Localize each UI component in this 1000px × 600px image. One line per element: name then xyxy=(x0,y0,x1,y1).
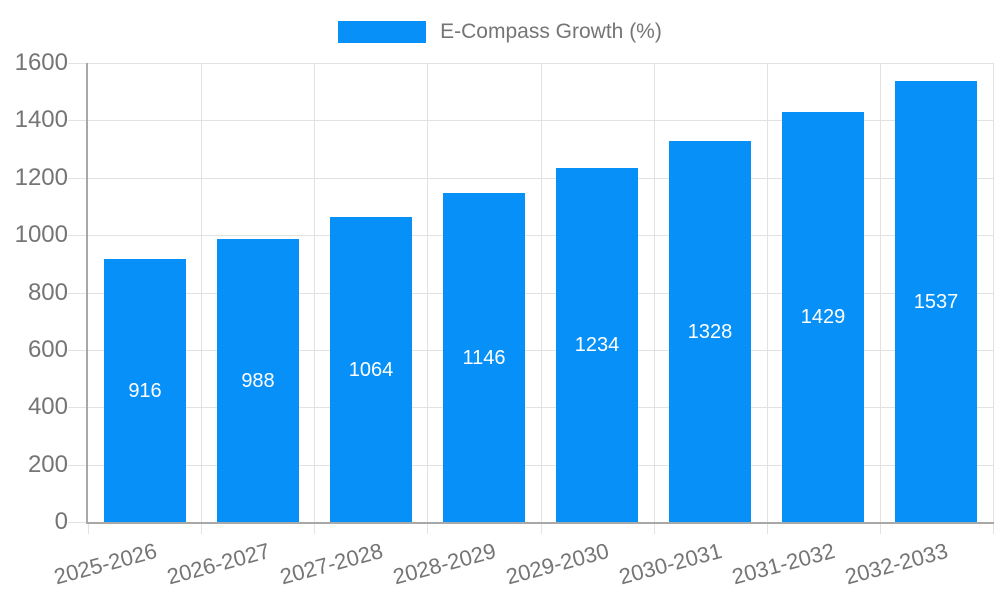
legend-swatch-icon[interactable] xyxy=(338,21,427,43)
y-axis-tick xyxy=(68,407,88,408)
y-axis-label: 800 xyxy=(27,279,68,306)
x-axis-line xyxy=(86,522,994,524)
gridline-horizontal xyxy=(88,407,993,408)
y-axis-tick xyxy=(68,350,88,351)
bar-value-label: 1429 xyxy=(800,306,846,328)
bar-value-label: 1234 xyxy=(574,334,620,356)
gridline-horizontal xyxy=(88,350,993,351)
y-axis-tick xyxy=(68,63,88,64)
y-axis-label: 1400 xyxy=(14,106,68,133)
bar[interactable] xyxy=(217,239,299,522)
gridline-vertical xyxy=(993,63,994,522)
x-axis-tick xyxy=(880,522,881,534)
gridline-vertical xyxy=(767,63,768,522)
gridline-vertical xyxy=(427,63,428,522)
legend-label: E-Compass Growth (%) xyxy=(440,20,662,43)
gridline-horizontal xyxy=(88,63,993,64)
bar-value-label: 1064 xyxy=(348,359,394,381)
gridline-horizontal xyxy=(88,120,993,121)
x-axis-tick xyxy=(767,522,768,534)
y-axis-tick xyxy=(68,293,88,294)
bar[interactable] xyxy=(782,112,864,522)
x-axis-tick xyxy=(654,522,655,534)
gridline-vertical xyxy=(541,63,542,522)
bar[interactable] xyxy=(104,259,186,522)
y-axis-label: 1200 xyxy=(14,164,68,191)
y-axis-tick xyxy=(68,465,88,466)
bar[interactable] xyxy=(330,217,412,522)
gridline-horizontal xyxy=(88,293,993,294)
y-axis-label: 0 xyxy=(54,508,68,535)
bar-value-label: 916 xyxy=(128,380,162,402)
gridline-horizontal xyxy=(88,178,993,179)
gridline-horizontal xyxy=(88,235,993,236)
x-axis-tick xyxy=(201,522,202,534)
x-axis-tick xyxy=(541,522,542,534)
bar-value-label: 1146 xyxy=(462,347,506,369)
y-axis-line xyxy=(86,63,88,524)
y-axis-label: 600 xyxy=(27,336,68,363)
gridline-horizontal xyxy=(88,465,993,466)
y-axis-label: 400 xyxy=(27,393,68,420)
x-axis-tick xyxy=(993,522,994,534)
bar-value-label: 988 xyxy=(241,370,275,392)
bar-value-label: 1328 xyxy=(687,321,733,343)
y-axis-label: 1000 xyxy=(14,221,68,248)
bar[interactable] xyxy=(556,168,638,522)
x-axis-tick xyxy=(88,522,89,534)
y-axis-tick xyxy=(68,120,88,121)
y-axis-label: 200 xyxy=(27,451,68,478)
bar[interactable] xyxy=(443,193,525,522)
bar[interactable] xyxy=(895,81,977,522)
gridline-vertical xyxy=(654,63,655,522)
legend[interactable]: E-Compass Growth (%) xyxy=(0,20,1000,44)
y-axis-label: 1600 xyxy=(14,49,68,76)
gridline-vertical xyxy=(314,63,315,522)
gridline-vertical xyxy=(880,63,881,522)
bar[interactable] xyxy=(669,141,751,522)
gridline-vertical xyxy=(201,63,202,522)
x-axis-tick xyxy=(314,522,315,534)
y-axis-tick xyxy=(68,235,88,236)
x-axis-tick xyxy=(427,522,428,534)
y-axis-tick xyxy=(68,178,88,179)
y-axis-tick xyxy=(68,522,88,523)
bar-value-label: 1537 xyxy=(913,291,959,313)
